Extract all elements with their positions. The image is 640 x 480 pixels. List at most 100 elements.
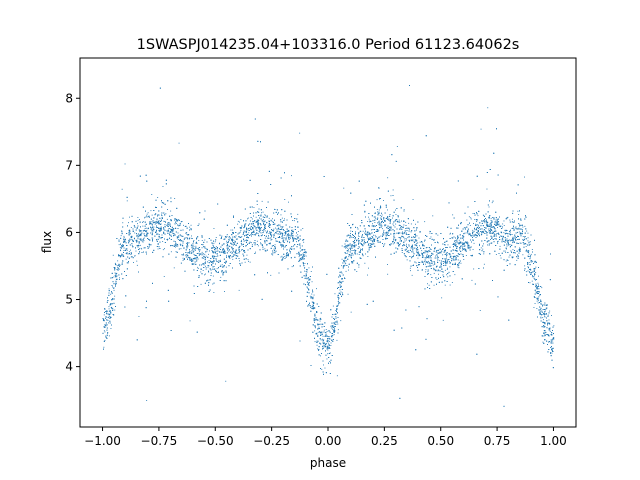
data-point [329, 361, 331, 362]
data-point [365, 233, 367, 235]
data-point [466, 219, 468, 221]
data-point [313, 302, 315, 304]
data-point [336, 375, 338, 377]
data-point [471, 279, 473, 281]
data-point [476, 224, 477, 226]
data-point [536, 308, 538, 309]
data-point [545, 331, 546, 333]
data-point [120, 250, 122, 252]
data-point [386, 231, 388, 233]
data-point [334, 327, 335, 329]
data-point [405, 238, 407, 239]
data-point [142, 221, 144, 222]
data-point [373, 225, 375, 226]
data-point [319, 320, 321, 322]
data-point [289, 247, 291, 249]
data-point [547, 314, 549, 316]
data-point [314, 307, 316, 309]
data-point [274, 246, 275, 247]
data-point [392, 217, 393, 219]
data-point [535, 279, 536, 281]
data-point [211, 264, 213, 266]
data-point [303, 256, 305, 257]
data-point [119, 266, 120, 267]
data-point [378, 221, 380, 223]
data-point [285, 255, 287, 256]
data-point [484, 220, 486, 222]
data-point [347, 247, 349, 249]
data-point [146, 215, 148, 217]
data-point [291, 266, 293, 268]
data-point [237, 220, 239, 222]
data-point [414, 247, 416, 249]
data-point [303, 258, 305, 260]
data-point [298, 256, 300, 258]
data-point [425, 269, 427, 271]
data-point [451, 282, 453, 283]
data-point [318, 328, 320, 330]
data-point [450, 250, 452, 252]
data-point [264, 215, 266, 217]
data-point [327, 345, 329, 347]
data-point [411, 257, 412, 259]
data-point [141, 240, 143, 242]
data-point [522, 242, 524, 244]
data-point [525, 243, 527, 245]
data-point [397, 248, 399, 250]
data-point [258, 222, 259, 224]
data-point [272, 224, 274, 225]
data-point [108, 317, 110, 319]
data-point [186, 242, 187, 244]
data-point [253, 221, 255, 223]
data-point [269, 222, 270, 224]
data-point [327, 349, 329, 351]
data-point [326, 331, 328, 332]
data-point [413, 241, 415, 243]
data-point [489, 229, 491, 231]
data-point [536, 297, 538, 299]
data-point [226, 240, 228, 242]
data-point [393, 240, 394, 242]
data-point [290, 251, 291, 253]
data-point [110, 293, 112, 295]
data-point [506, 248, 507, 250]
data-point [434, 262, 436, 264]
data-point [139, 235, 140, 237]
data-point [508, 233, 510, 235]
data-point [140, 234, 142, 236]
data-point [512, 238, 513, 240]
data-point [537, 297, 539, 299]
data-point [337, 323, 339, 325]
data-point [524, 265, 526, 267]
data-point [400, 227, 402, 228]
data-point [387, 177, 389, 179]
data-point [152, 220, 154, 221]
data-point [492, 217, 493, 218]
data-point [489, 231, 491, 233]
data-point [332, 305, 334, 307]
data-point [323, 329, 325, 331]
data-point [139, 244, 141, 246]
data-point [404, 240, 406, 242]
data-point [129, 216, 130, 218]
data-point [119, 279, 120, 280]
data-point [260, 228, 262, 230]
data-point [258, 227, 260, 229]
data-point [266, 231, 268, 233]
data-point [167, 225, 169, 227]
data-point [306, 269, 307, 270]
data-point [114, 275, 116, 276]
data-point [381, 214, 383, 216]
data-point [252, 228, 254, 230]
data-point [151, 194, 153, 195]
data-point [108, 322, 109, 324]
data-point [341, 265, 343, 267]
data-point [288, 238, 289, 240]
data-point [393, 225, 395, 227]
data-point [107, 319, 109, 321]
data-point [227, 245, 229, 247]
data-point [424, 221, 426, 223]
data-point [514, 227, 516, 229]
data-point [356, 253, 358, 255]
data-point [341, 285, 342, 287]
